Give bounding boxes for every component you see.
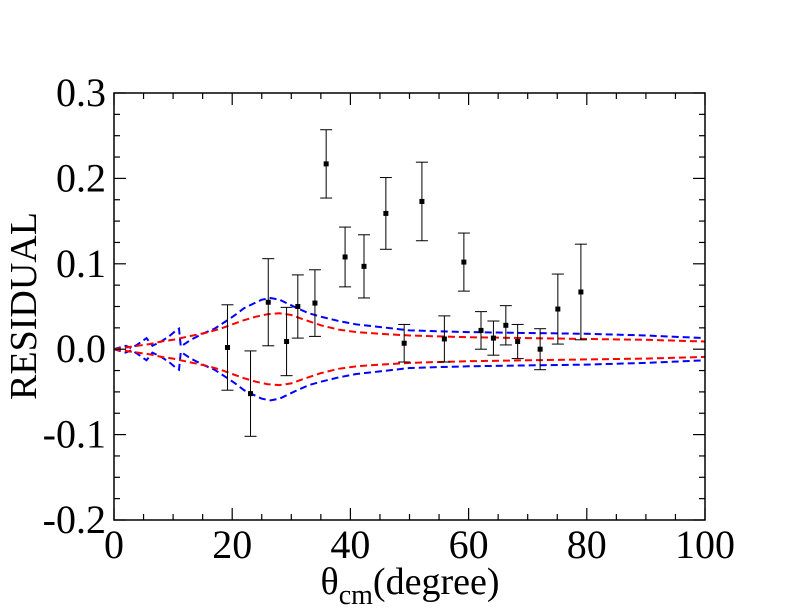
uncertainty-bands: [113, 296, 706, 402]
data-point: [284, 339, 290, 345]
x-tick-label: 60: [449, 522, 489, 567]
data-point: [401, 340, 407, 346]
band-1-upper: [113, 312, 706, 351]
data-point: [490, 335, 496, 341]
data-points: [221, 129, 587, 437]
tick-labels: 0 20 40 60 80 100 -0.2 -0.1 0.0 0.1 0.2 0.3: [43, 70, 735, 567]
x-tick-label: 100: [675, 522, 735, 567]
y-tick-label: 0.1: [56, 241, 106, 286]
data-point: [342, 254, 348, 260]
data-point: [515, 339, 521, 345]
data-point: [419, 198, 425, 204]
band-1-lower: [113, 348, 706, 387]
data-point: [461, 259, 467, 265]
data-point: [323, 161, 329, 167]
x-axis-unit: (degree): [373, 561, 500, 603]
data-point: [265, 299, 271, 305]
band-0-upper: [113, 296, 706, 351]
plot-frame: [113, 92, 706, 521]
data-point: [537, 346, 543, 352]
x-tick-label: 80: [567, 522, 607, 567]
y-tick-label: -0.1: [43, 412, 106, 457]
y-tick-label: 0.0: [56, 326, 106, 371]
data-point: [478, 327, 484, 333]
y-axis-title: RESIDUAL: [3, 212, 45, 400]
y-tick-label: 0.2: [56, 155, 106, 200]
data-point: [224, 344, 230, 350]
data-point: [578, 289, 584, 295]
data-point: [248, 391, 254, 397]
y-tick-label: -0.2: [43, 497, 106, 542]
x-axis-title: θcm(degree): [321, 561, 500, 611]
x-tick-label: 40: [330, 522, 370, 567]
data-point: [383, 210, 389, 216]
band-0-lower: [113, 348, 706, 402]
x-axis-symbol: θ: [321, 561, 339, 603]
y-tick-label: 0.3: [56, 70, 106, 115]
axis-ticks: [113, 92, 706, 521]
x-axis-subscript: cm: [339, 580, 373, 611]
data-point: [441, 336, 447, 342]
data-point: [361, 263, 367, 269]
x-tick-label: 0: [104, 522, 124, 567]
data-point: [312, 300, 318, 306]
data-point: [503, 322, 509, 328]
data-point: [295, 304, 301, 309]
data-point: [555, 306, 561, 312]
x-tick-label: 20: [212, 522, 252, 567]
